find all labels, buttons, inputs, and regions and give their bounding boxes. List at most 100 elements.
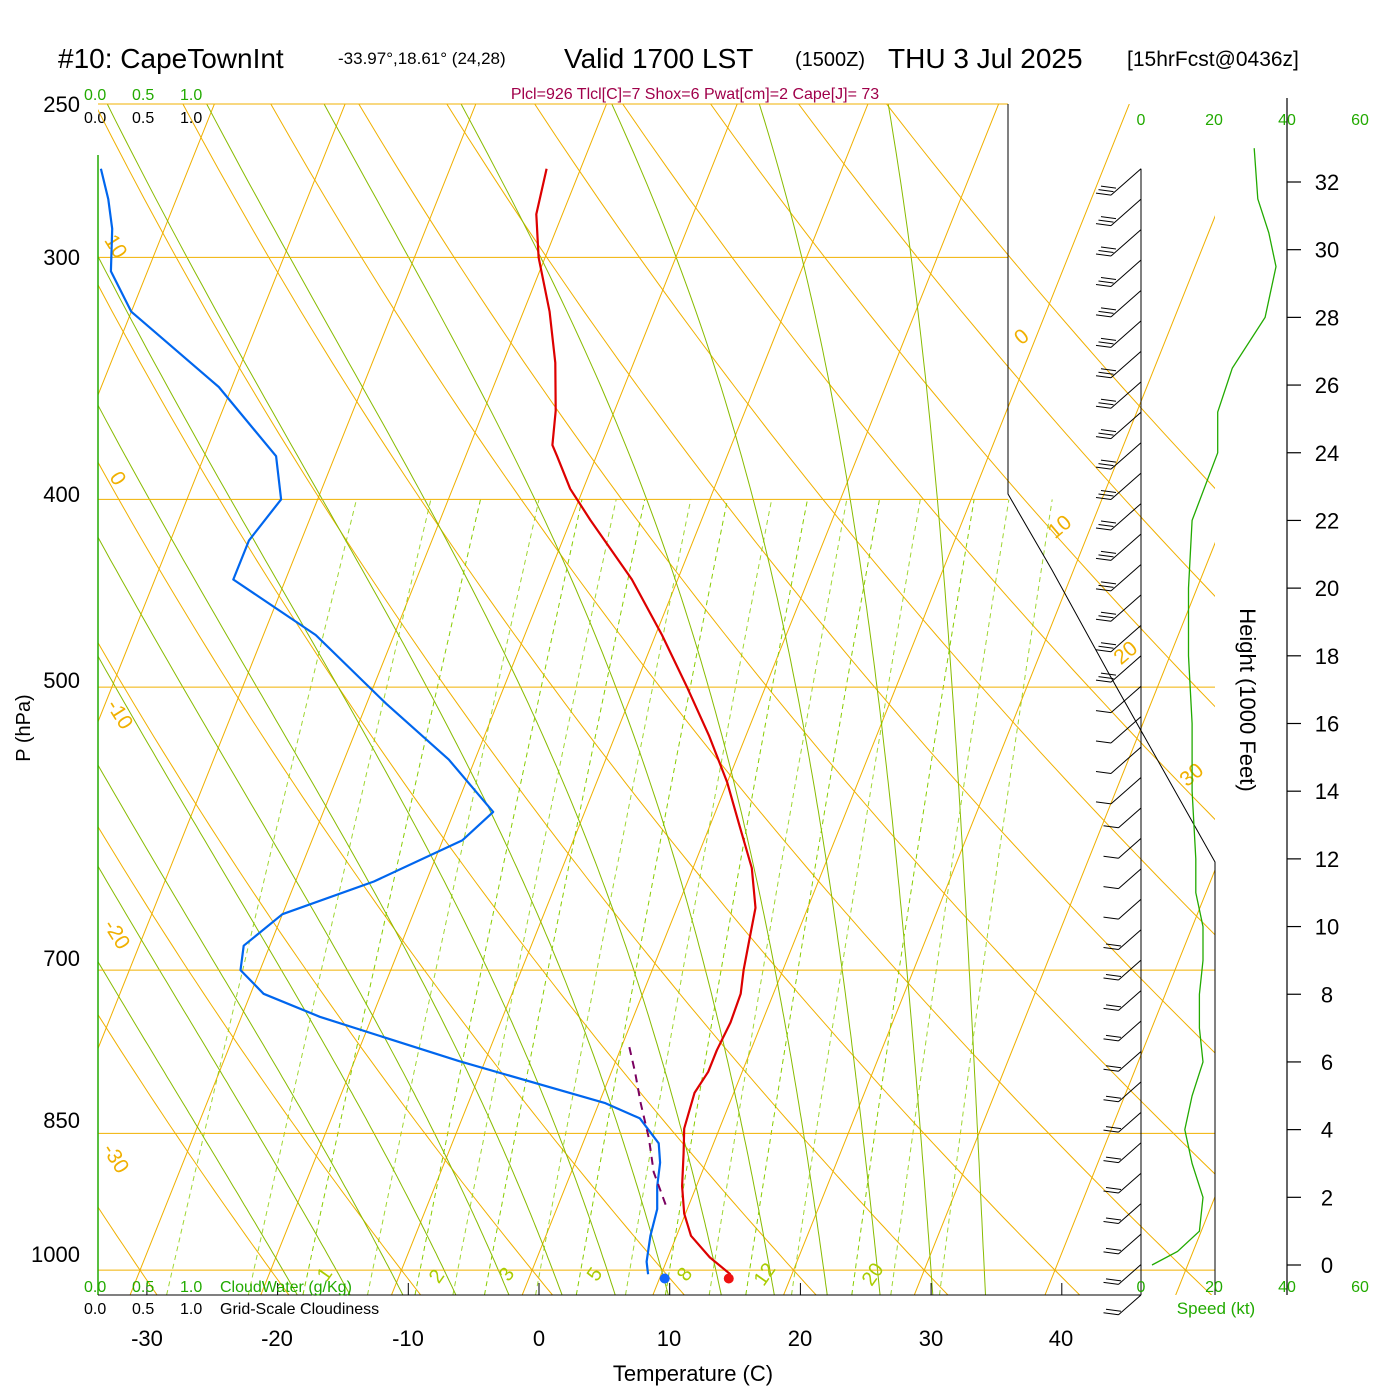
wind-barb — [1103, 929, 1142, 951]
wind-barb-flag — [1105, 943, 1122, 947]
wind-barb-flag — [1098, 280, 1114, 284]
mixing-ratio-label: 3 — [495, 1264, 519, 1286]
wind-barb-staff — [1118, 1172, 1142, 1194]
wind-barb-flag — [1098, 615, 1114, 619]
moist-adiabat-line — [98, 404, 563, 1295]
wind-barb-flag — [1098, 432, 1114, 436]
wind-barb — [1095, 685, 1142, 714]
pressure-tick-400: 400 — [43, 482, 80, 507]
wind-barb-flag — [1095, 253, 1112, 257]
cloud-water-scale-1: 0.5 — [132, 1279, 154, 1296]
wind-barb-flag — [1103, 1129, 1119, 1133]
wind-barb — [1103, 1051, 1142, 1072]
wind-barb — [1103, 1081, 1142, 1103]
wind-barb-staff — [1110, 503, 1142, 531]
wind-barb-flag — [1103, 1190, 1119, 1194]
pressure-axis: 250 300 400 500 700 850 1000 P (hPa) — [13, 92, 80, 1267]
dewpoint-line — [99, 168, 662, 1275]
wind-barb-staff — [1110, 533, 1142, 561]
wind-barb-flag — [1095, 223, 1112, 227]
moist-adiabat-line — [98, 255, 616, 1295]
wind-barb-flag — [1098, 493, 1114, 497]
wind-barb — [1103, 1020, 1142, 1042]
isotherm-label: -20 — [99, 916, 135, 954]
pressure-axis-label: P (hPa) — [13, 694, 35, 761]
wind-barb-flag — [1100, 550, 1117, 554]
wind-barb — [1095, 198, 1142, 227]
moist-adiabat-line — [611, 104, 881, 1295]
wind-barb-flag — [1095, 344, 1112, 348]
wind-barb — [1095, 442, 1142, 470]
moist-adiabat-line — [758, 104, 934, 1295]
wind-barb-flag — [1105, 973, 1122, 977]
wind-barb-staff — [1118, 1264, 1142, 1285]
wind-barb-flag — [1098, 189, 1114, 193]
height-tick-label: 24 — [1315, 441, 1339, 466]
dry-adiabat-line — [358, 104, 1215, 1175]
mixing-ratio-label: 12 — [750, 1259, 781, 1290]
wind-barb — [1095, 259, 1142, 287]
dry-adiabat-line — [709, 104, 1215, 708]
moist-adiabat-line — [887, 104, 987, 1295]
mixing-ratio-line — [791, 499, 921, 1295]
temp-tick-20: 20 — [788, 1326, 812, 1351]
wind-barb-flag — [1100, 246, 1117, 250]
wind-barb-staff — [1118, 838, 1142, 859]
wind-barb-flag — [1095, 466, 1112, 470]
isotherm-label: 20 — [1109, 637, 1142, 670]
wind-barb-staff — [1118, 1111, 1142, 1133]
wind-barb-flag — [1100, 276, 1117, 280]
wind-barb — [1103, 838, 1142, 859]
wind-barb-flag — [1105, 1156, 1122, 1160]
wind-barb-flag — [1105, 1065, 1122, 1069]
wind-barb — [1095, 381, 1142, 409]
dry-adiabat-line — [98, 283, 817, 1295]
mixing-ratio-line — [851, 499, 975, 1295]
mixing-ratio-line — [625, 499, 773, 1295]
wind-barb-staff — [1118, 807, 1142, 829]
wind-barb-flag — [1098, 645, 1114, 649]
height-tick-label: 12 — [1315, 847, 1339, 872]
wind-barb-flag — [1095, 314, 1112, 318]
wind-barb-flag — [1098, 554, 1114, 558]
sounding-profiles — [99, 168, 757, 1284]
height-tick-label: 4 — [1321, 1118, 1333, 1143]
wind-barb-flag — [1103, 825, 1119, 829]
moist-adiabat-line — [98, 960, 298, 1295]
wind-barb-flag — [1103, 947, 1119, 951]
moist-adiabat-line — [98, 536, 510, 1295]
wind-barb — [1103, 990, 1142, 1011]
wind-barb-flag — [1103, 1068, 1119, 1072]
wind-barb-flag — [1105, 1187, 1122, 1191]
wind-barb-staff — [1118, 1051, 1142, 1072]
wind-barb-flag — [1103, 855, 1119, 859]
temp-tick--10: -10 — [392, 1326, 424, 1351]
wind-barb-flag — [1100, 429, 1117, 433]
moist-adiabat-line — [106, 104, 669, 1295]
wind-barb-staff — [1110, 411, 1142, 440]
height-tick-label: 6 — [1321, 1050, 1333, 1075]
wind-barb-flag — [1095, 405, 1112, 409]
wind-barb-flag — [1105, 1034, 1122, 1038]
mixing-ratio-line — [367, 499, 540, 1295]
right-boundary-line — [1007, 104, 1216, 1295]
cloud-water-scale-2: 1.0 — [180, 1279, 202, 1296]
mixing-ratio-line — [664, 499, 808, 1295]
wind-barb-staff — [1118, 898, 1142, 920]
wind-barb-flag — [1100, 490, 1117, 494]
wind-barb-flag — [1100, 398, 1117, 402]
wind-barb-flag — [1098, 676, 1114, 680]
wind-barb-flag — [1095, 679, 1112, 683]
valid-date: THU 3 Jul 2025 — [888, 43, 1083, 74]
wind-barb — [1103, 1294, 1142, 1316]
isotherm-line — [913, 541, 1215, 1295]
plot-frame — [97, 104, 1216, 1296]
pressure-tick-500: 500 — [43, 668, 80, 693]
wind-barb-flag — [1103, 1038, 1119, 1042]
speed-bottom-tick-60: 60 — [1351, 1279, 1369, 1296]
dry-adiabat-line — [534, 104, 1215, 936]
wind-barb-flag — [1098, 463, 1114, 467]
wind-barb-flag — [1100, 520, 1117, 524]
pressure-tick-300: 300 — [43, 245, 80, 270]
